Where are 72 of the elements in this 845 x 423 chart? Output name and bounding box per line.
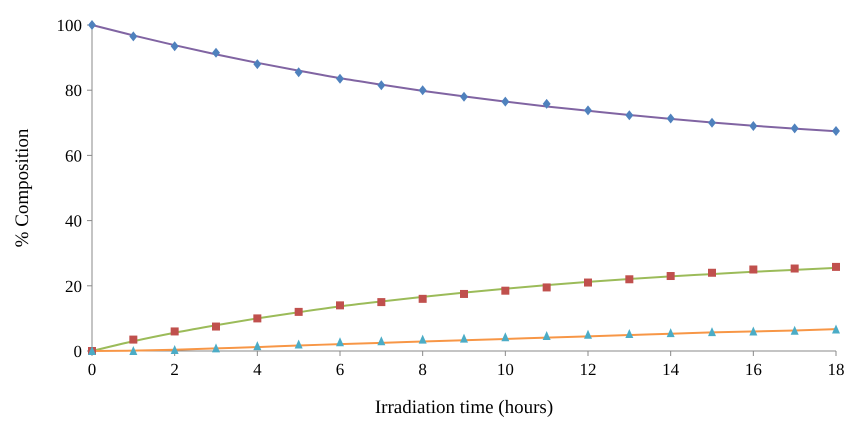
y-tick-label: 80 xyxy=(65,81,82,100)
point xyxy=(212,343,220,352)
point xyxy=(790,326,799,335)
y-tick-label: 40 xyxy=(65,212,82,231)
point xyxy=(542,331,551,340)
point xyxy=(708,118,716,128)
point xyxy=(294,67,303,78)
point xyxy=(708,268,716,277)
point xyxy=(170,327,179,336)
point xyxy=(129,31,138,42)
point xyxy=(666,328,675,338)
point xyxy=(749,121,758,132)
point xyxy=(212,48,220,58)
point xyxy=(625,275,634,284)
x-axis-title: Irradiation time (hours) xyxy=(374,397,554,418)
point xyxy=(501,286,510,295)
point xyxy=(584,105,592,116)
y-axis-title: % Composition xyxy=(12,128,33,248)
point xyxy=(501,332,510,342)
point xyxy=(336,301,344,310)
x-tick-label: 18 xyxy=(828,360,844,379)
x-tick-label: 8 xyxy=(418,360,427,379)
point xyxy=(170,41,179,52)
point xyxy=(129,346,138,355)
point xyxy=(542,283,551,292)
x-tick-label: 14 xyxy=(662,360,680,379)
point xyxy=(294,339,303,348)
point xyxy=(584,278,592,287)
point xyxy=(418,85,427,96)
y-tick-label: 100 xyxy=(56,16,82,35)
point xyxy=(460,92,468,102)
point xyxy=(708,327,716,336)
point xyxy=(832,126,840,136)
point xyxy=(377,336,386,346)
x-tick-label: 4 xyxy=(253,360,262,379)
point xyxy=(790,264,799,273)
point xyxy=(460,334,468,343)
x-tick-label: 6 xyxy=(336,360,344,379)
point xyxy=(749,326,758,336)
point xyxy=(542,98,551,109)
point xyxy=(253,59,262,70)
x-tick-label: 12 xyxy=(580,360,596,379)
point xyxy=(501,96,510,107)
y-tick-label: 0 xyxy=(74,342,82,361)
point xyxy=(336,337,344,346)
point xyxy=(460,290,468,298)
point xyxy=(336,74,344,84)
point xyxy=(377,80,386,90)
y-tick-label: 60 xyxy=(65,146,82,166)
point xyxy=(418,294,427,303)
x-tick-label: 10 xyxy=(496,360,514,379)
point xyxy=(790,123,799,134)
point xyxy=(584,330,592,339)
point xyxy=(832,324,840,334)
x-tick-label: 2 xyxy=(170,360,179,379)
y-tick-label: 20 xyxy=(65,276,82,296)
point xyxy=(129,336,138,344)
point xyxy=(170,345,179,354)
x-tick-label: 16 xyxy=(744,360,762,379)
point xyxy=(666,114,675,124)
point xyxy=(666,272,675,280)
point xyxy=(625,329,634,338)
point xyxy=(832,262,840,271)
point xyxy=(418,334,427,344)
point xyxy=(377,298,386,306)
point xyxy=(625,110,634,120)
point xyxy=(749,266,758,274)
point xyxy=(294,308,303,316)
point xyxy=(253,341,262,350)
x-tick-label: 0 xyxy=(88,360,96,379)
point xyxy=(253,314,262,322)
point xyxy=(212,322,220,331)
